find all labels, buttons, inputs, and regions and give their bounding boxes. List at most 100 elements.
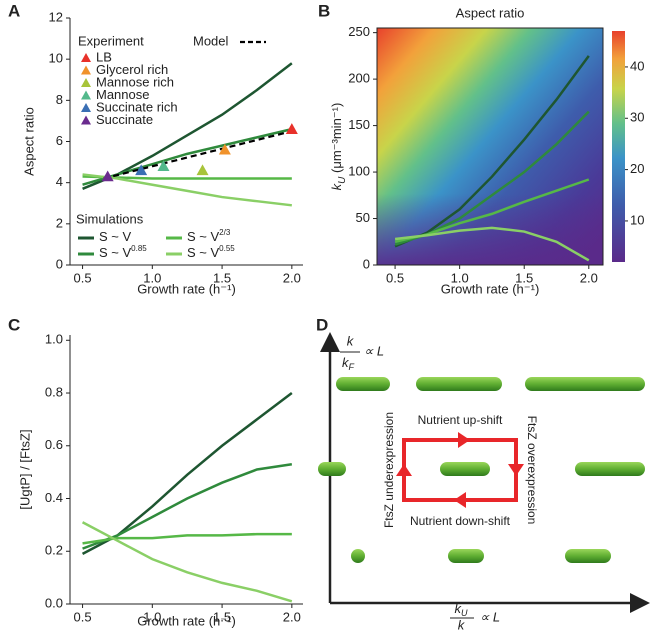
- x-tick-label: 2.0: [283, 270, 301, 285]
- series-line: [82, 532, 292, 545]
- y-tick-label: 150: [348, 117, 370, 132]
- y-tick-label: 0.2: [45, 543, 63, 558]
- y-tick-label: 100: [348, 163, 370, 178]
- x-tick-label: 0.5: [386, 270, 404, 285]
- legend-name: S ~ V: [99, 245, 131, 260]
- y-tick-label: 6: [56, 133, 63, 148]
- legend-label: S ~ V0.85: [99, 244, 147, 260]
- y-axis-symbol: k: [329, 182, 344, 190]
- left-label: FtsZ underexpression: [382, 412, 396, 528]
- x-tick-label: 1.0: [451, 270, 469, 285]
- legend-label: S ~ V2/3: [187, 228, 231, 244]
- series-line: [81, 392, 293, 555]
- legend-symbol: [81, 78, 91, 87]
- series-line: [82, 173, 292, 207]
- colorbar-tick-label: 20: [630, 161, 644, 176]
- series-line: [82, 462, 293, 550]
- y-tick-label: 8: [56, 92, 63, 107]
- series-line: [394, 55, 590, 248]
- legend-label: Glycerol rich: [96, 62, 168, 77]
- y-tick-label: 2: [56, 215, 63, 230]
- experiment-point: [285, 123, 298, 134]
- charts: A 0 2 4 6 8 10 12 0.5 1.0 1.5 2.0 Growth rate (h⁻¹) A…: [8, 1, 644, 628]
- chart-title: Aspect ratio: [456, 5, 525, 20]
- y-tick-label: 50: [356, 210, 370, 225]
- legend-name: S ~ V: [187, 229, 219, 244]
- series-line: [81, 521, 293, 603]
- y-axis-den: kF: [342, 355, 355, 372]
- legend-label: Succinate rich: [96, 99, 178, 114]
- y-tick-label: 0.6: [45, 437, 63, 452]
- panel-label: C: [8, 315, 20, 334]
- legend-label: Mannose: [96, 87, 149, 102]
- legend-title: Simulations: [76, 211, 144, 226]
- legend-name: S ~ V: [187, 245, 219, 260]
- x-axis-den: k: [458, 617, 466, 630]
- legend-symbol: [81, 115, 91, 125]
- bottom-label: Nutrient down-shift: [410, 514, 511, 528]
- legend-exponent: 0.55: [219, 244, 235, 253]
- x-axis-rel: ∝ L: [480, 609, 500, 624]
- x-tick-label: 1.0: [143, 609, 161, 624]
- y-axis-label: [UgtP] / [FtsZ]: [17, 429, 32, 509]
- y-tick-label: 0: [363, 256, 370, 271]
- experiment-point: [135, 164, 148, 176]
- y-axis-sub: U: [337, 176, 348, 184]
- y-axis-den-main: k: [342, 355, 350, 370]
- series-line: [394, 226, 590, 262]
- colorbar-tick-label: 10: [630, 212, 644, 227]
- experiment-point: [218, 143, 231, 155]
- y-tick-label: 1.0: [45, 332, 63, 347]
- cell: [416, 377, 502, 391]
- y-tick-label: 0.0: [45, 595, 63, 610]
- legend-symbol: [81, 53, 91, 62]
- colorbar-tick-label: 40: [630, 58, 644, 73]
- legend-title: Model: [193, 33, 229, 48]
- cells: [318, 377, 645, 563]
- legend-exponent: 0.85: [131, 244, 147, 253]
- plot-frame: [376, 27, 604, 266]
- x-axis-label: Growth rate (h⁻¹): [441, 281, 540, 296]
- cell: [318, 462, 346, 476]
- x-tick-label: 1.5: [213, 270, 231, 285]
- model-line: [103, 130, 293, 180]
- panel-label: A: [8, 1, 20, 20]
- x-axis-label: Growth rate (h⁻¹): [137, 281, 236, 296]
- experiment-point: [157, 160, 170, 171]
- cell: [575, 462, 645, 476]
- right-label: FtsZ overexpression: [525, 416, 539, 525]
- y-tick-label: 0: [56, 256, 63, 271]
- cell: [351, 549, 365, 563]
- y-axis-label: kU (μm⁻³min⁻¹): [329, 103, 347, 191]
- y-axis-units: (μm⁻³min⁻¹): [329, 103, 344, 177]
- x-axis-label: Growth rate (h⁻¹): [137, 613, 236, 628]
- legend-symbol: [81, 103, 91, 112]
- legend-label: Mannose rich: [96, 74, 174, 89]
- panel-label: D: [316, 315, 328, 334]
- y-axis-label: Aspect ratio: [21, 107, 36, 176]
- cell: [440, 462, 490, 476]
- x-axis-num-sub: U: [461, 608, 468, 618]
- y-axis-den-sub: F: [349, 362, 355, 372]
- legend-exponent: 2/3: [219, 228, 231, 237]
- y-tick-label: 250: [348, 24, 370, 39]
- x-tick-label: 0.5: [74, 609, 92, 624]
- legend-label: Succinate: [96, 112, 153, 127]
- experiment-point: [196, 164, 209, 176]
- legend-symbol: [81, 65, 91, 75]
- colorbar-tick-label: 30: [630, 110, 644, 125]
- experiment-point: [101, 170, 114, 182]
- cell: [565, 549, 611, 563]
- colorbar: [612, 31, 625, 262]
- x-tick-label: 2.0: [580, 270, 598, 285]
- y-axis-rel: ∝ L: [364, 343, 384, 358]
- x-tick-label: 2.0: [283, 609, 301, 624]
- y-tick-label: 0.4: [45, 490, 63, 505]
- legend-label: S ~ V: [99, 229, 131, 244]
- x-tick-label: 1.0: [143, 270, 161, 285]
- x-axis-num: kU: [455, 601, 469, 618]
- heatmap-shade: [377, 28, 603, 265]
- cell: [448, 549, 484, 563]
- x-tick-label: 1.5: [213, 609, 231, 624]
